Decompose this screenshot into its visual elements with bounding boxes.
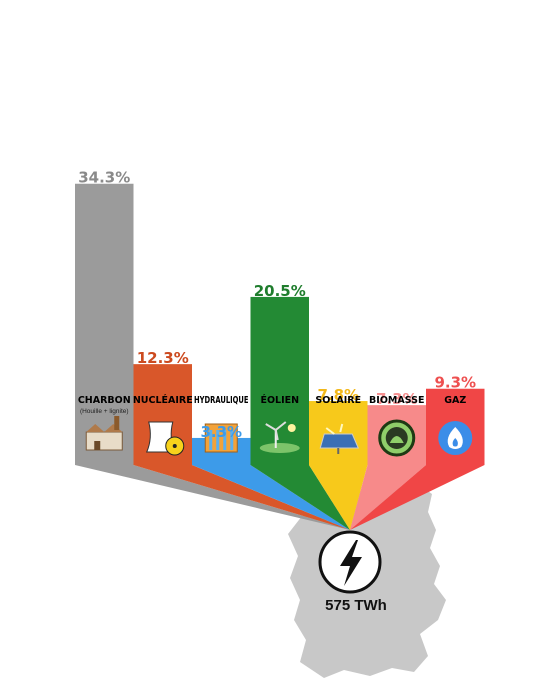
category-label: CHARBON — [78, 395, 131, 406]
solar-panel-icon — [319, 423, 360, 454]
value-label: 20.5% — [254, 282, 306, 300]
nuclear-plant-icon — [145, 421, 185, 456]
total-label: 575 TWh — [325, 597, 387, 614]
funnel-wedge — [309, 465, 368, 530]
icon-layer — [85, 416, 473, 457]
wind-turbine-icon — [259, 421, 300, 453]
funnel-wedge — [250, 465, 350, 530]
value-label: 12.3% — [137, 349, 189, 367]
category-label: BIOMASSE — [369, 395, 424, 406]
value-label: 34.3% — [78, 169, 130, 187]
category-label: GAZ — [444, 395, 466, 406]
lightning-bolt-icon — [340, 540, 362, 586]
value-label: 3.3% — [200, 423, 242, 441]
gas-flame-icon — [438, 421, 473, 455]
bar — [250, 296, 309, 465]
category-label: ÉOLIEN — [260, 394, 299, 406]
biomass-icon — [378, 419, 416, 457]
total-badge: 575 TWh — [318, 530, 387, 614]
value-label: 7.8% — [317, 386, 359, 404]
value-label: 7.3% — [376, 390, 418, 408]
factory-icon — [85, 416, 123, 451]
bar — [309, 401, 368, 465]
dam-icon — [204, 423, 238, 453]
label-layer: 34.3% CHARBON (Houille + lignite) 12.3% NUCL… — [78, 169, 476, 441]
funnel-wedge — [192, 465, 350, 530]
bar-layer — [75, 183, 485, 466]
category-sublabel: (Houille + lignite) — [80, 408, 129, 415]
category-label: SOLAIRE — [315, 395, 361, 406]
category-label: NUCLÉAIRE — [133, 394, 193, 406]
category-label: HYDRAULIQUE — [194, 395, 249, 406]
bar — [75, 183, 134, 466]
funnel-wedge — [133, 465, 350, 530]
funnel-layer — [75, 465, 485, 530]
funnel-wedge — [75, 465, 350, 530]
funnel-wedge — [350, 465, 485, 530]
value-label: 9.3% — [434, 374, 476, 392]
